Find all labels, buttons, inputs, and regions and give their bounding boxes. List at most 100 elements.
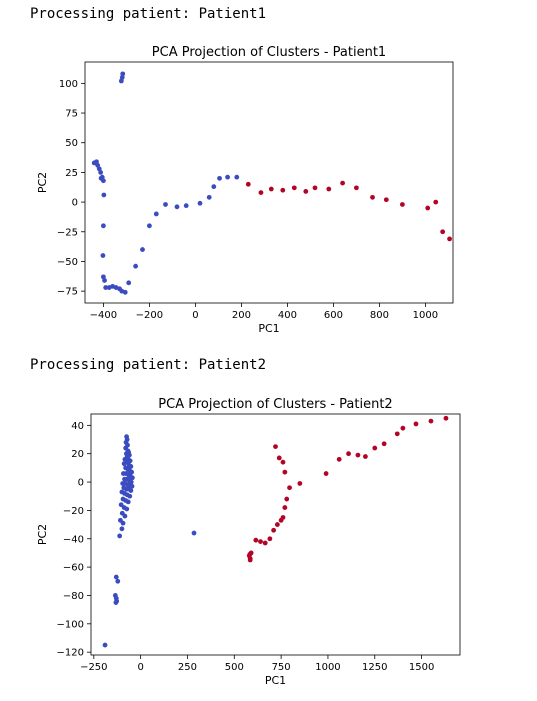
x-tick-label: 0 [137, 662, 143, 673]
data-point-cluster-1 [372, 445, 378, 451]
data-point-cluster-1 [273, 444, 278, 450]
data-point-cluster-0 [118, 78, 124, 84]
y-tick-label: 50 [65, 138, 78, 149]
data-point-cluster-1 [253, 537, 259, 543]
data-point-cluster-0 [211, 184, 217, 190]
data-point-cluster-1 [271, 527, 277, 533]
data-point-cluster-1 [268, 186, 274, 192]
data-point-cluster-1 [280, 187, 286, 193]
y-tick-label: −120 [57, 648, 84, 659]
data-point-cluster-1 [394, 431, 400, 437]
data-point-cluster-0 [197, 200, 203, 206]
x-tick-label: 600 [324, 310, 343, 321]
data-point-cluster-1 [354, 185, 359, 191]
data-point-cluster-0 [128, 488, 134, 493]
data-point-cluster-0 [140, 247, 145, 252]
data-point-cluster-1 [433, 199, 439, 205]
data-point-cluster-1 [413, 421, 419, 427]
x-tick-label: 0 [192, 310, 198, 321]
data-point-cluster-1 [282, 469, 288, 475]
x-tick-label: 1500 [409, 662, 434, 673]
data-point-cluster-0 [117, 533, 123, 539]
data-point-cluster-1 [383, 197, 389, 203]
data-point-cluster-1 [346, 451, 351, 457]
data-point-cluster-0 [102, 278, 107, 283]
x-tick-label: 1250 [362, 662, 387, 673]
data-point-cluster-0 [129, 483, 135, 489]
data-point-cluster-0 [102, 642, 108, 648]
y-tick-label: −25 [57, 227, 78, 238]
data-point-cluster-1 [287, 485, 292, 491]
data-point-cluster-1 [258, 539, 263, 544]
output-line-patient1: Processing patient: Patient1 [30, 6, 267, 22]
data-point-cluster-1 [297, 481, 303, 486]
y-tick-label: 100 [59, 79, 78, 90]
data-point-cluster-0 [133, 263, 139, 269]
y-tick-label: 25 [65, 168, 78, 179]
data-point-cluster-1 [425, 205, 431, 211]
x-tick-label: −250 [80, 662, 107, 673]
data-point-cluster-0 [128, 464, 134, 469]
y-tick-label: −20 [63, 506, 84, 517]
data-point-cluster-0 [126, 280, 132, 286]
data-point-cluster-1 [262, 540, 268, 546]
y-tick-label: 40 [71, 421, 84, 432]
x-axis-label: PC1 [265, 674, 286, 687]
data-point-cluster-0 [101, 178, 106, 184]
data-point-cluster-0 [103, 285, 109, 290]
data-point-cluster-0 [125, 499, 131, 505]
y-tick-label: −50 [57, 257, 78, 268]
data-point-cluster-1 [447, 236, 452, 242]
data-point-cluster-1 [440, 229, 446, 235]
data-point-cluster-1 [370, 194, 375, 200]
data-point-cluster-1 [280, 515, 286, 520]
x-tick-label: 750 [272, 662, 291, 673]
data-point-cluster-0 [174, 204, 180, 210]
data-point-cluster-0 [100, 253, 106, 258]
x-tick-label: −200 [136, 310, 163, 321]
data-point-cluster-0 [129, 469, 135, 475]
y-tick-label: −100 [57, 619, 84, 630]
x-axis-label: PC1 [258, 322, 279, 335]
x-tick-label: 800 [370, 310, 389, 321]
output-line-patient2: Processing patient: Patient2 [30, 357, 267, 373]
data-point-cluster-1 [267, 536, 273, 542]
data-point-cluster-1 [355, 452, 361, 458]
data-point-cluster-0 [122, 289, 128, 295]
data-point-cluster-0 [113, 600, 119, 605]
plot-frame [90, 413, 461, 656]
x-tick-label: 500 [225, 662, 244, 673]
plot-frame [84, 61, 454, 304]
x-tick-label: −400 [90, 310, 117, 321]
data-point-cluster-0 [113, 574, 119, 580]
data-point-cluster-1 [248, 550, 254, 556]
data-point-cluster-1 [340, 180, 345, 186]
y-tick-label: −60 [63, 563, 84, 574]
data-point-cluster-1 [326, 186, 332, 192]
data-point-cluster-1 [363, 454, 368, 459]
data-point-cluster-1 [303, 189, 309, 194]
data-point-cluster-0 [129, 475, 135, 481]
data-point-cluster-1 [336, 456, 342, 462]
data-point-cluster-0 [120, 71, 126, 77]
y-axis-label: PC2 [36, 172, 49, 193]
data-point-cluster-0 [217, 175, 222, 181]
data-point-cluster-0 [147, 223, 152, 229]
data-point-cluster-0 [101, 223, 106, 229]
data-point-cluster-1 [258, 190, 264, 195]
x-tick-label: 250 [178, 662, 197, 673]
y-tick-label: 0 [78, 478, 84, 489]
x-tick-label: 400 [278, 310, 297, 321]
data-point-cluster-1 [323, 471, 329, 476]
data-point-cluster-1 [400, 425, 406, 431]
scatter-chart-patient2: PCA Projection of Clusters - Patient2 −25… [36, 397, 461, 687]
y-axis-label: PC2 [36, 524, 49, 545]
data-point-cluster-1 [280, 459, 286, 465]
data-point-cluster-1 [400, 202, 405, 207]
y-tick-label: −75 [57, 287, 78, 298]
data-point-cluster-1 [284, 496, 290, 502]
data-point-cluster-0 [153, 211, 159, 217]
data-point-cluster-1 [245, 181, 251, 187]
y-tick-label: 0 [72, 198, 78, 209]
data-point-cluster-1 [247, 557, 253, 563]
